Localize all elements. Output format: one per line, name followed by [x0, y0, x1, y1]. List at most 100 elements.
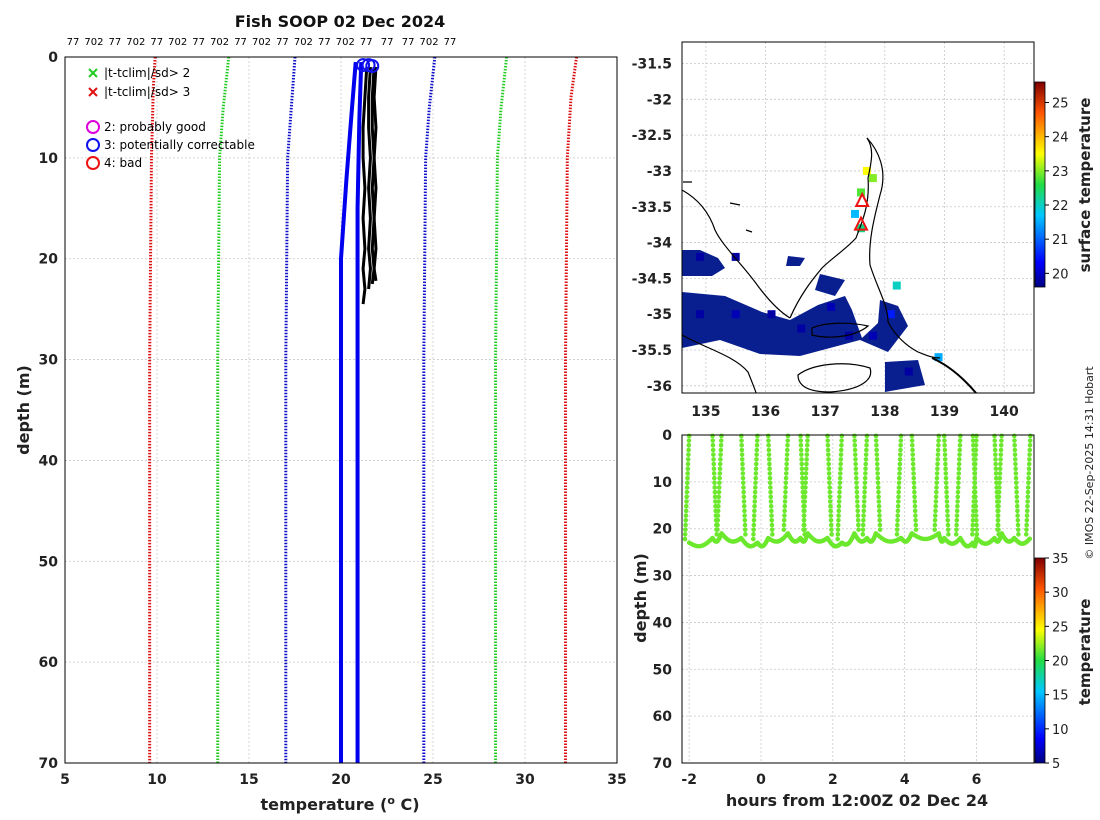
section-point	[973, 443, 979, 448]
section-point	[862, 494, 867, 500]
section-point	[837, 485, 843, 490]
section-point	[993, 457, 998, 462]
section-point	[855, 503, 860, 509]
section-point	[682, 536, 688, 542]
section-colorbar-tick-label: 25	[1052, 620, 1069, 635]
section-point	[836, 517, 841, 523]
top-code-label: 77	[360, 37, 373, 48]
section-point	[910, 461, 916, 467]
section-point	[754, 438, 760, 443]
section-point	[934, 471, 940, 476]
profile-series-line	[216, 56, 231, 763]
profile-series-line	[148, 56, 157, 763]
section-point	[995, 522, 1001, 528]
top-code-label: 77	[150, 37, 163, 48]
map-y-ticks: -31.5 -32 -32.5 -33 -33.5 -34 -34.5 -35 -35.5 -36	[632, 56, 673, 394]
section-point	[783, 471, 789, 476]
map-flag-markers	[853, 191, 870, 231]
profile-observed-line	[372, 66, 378, 282]
section-point	[997, 485, 1002, 490]
section-point	[839, 433, 845, 439]
section-point	[996, 508, 1001, 514]
section-point	[754, 457, 759, 462]
legend-label-2sd: |t-tclim|/sd> 2	[104, 66, 190, 80]
profile-y-tick-label: 60	[39, 655, 59, 671]
section-point	[683, 517, 689, 523]
section-point	[913, 513, 918, 518]
section-point	[804, 447, 810, 453]
section-colorbar-tick-label: 20	[1052, 655, 1069, 670]
section-point	[768, 494, 774, 500]
section-point	[741, 499, 747, 504]
section-y-tick-label: 0	[662, 428, 672, 444]
section-point	[836, 499, 842, 504]
section-point	[971, 494, 977, 500]
map-colorbar	[1034, 81, 1046, 288]
section-point	[998, 457, 1003, 462]
section-point	[897, 466, 902, 472]
section-point	[717, 471, 723, 476]
section-point	[875, 471, 880, 476]
section-point	[942, 457, 948, 462]
section-point	[739, 447, 745, 453]
section-point	[753, 471, 759, 476]
section-point	[954, 522, 959, 528]
map-flag-marker	[853, 215, 869, 231]
section-point	[802, 508, 807, 514]
section-point	[896, 499, 901, 504]
section-point	[1014, 485, 1019, 490]
section-point	[971, 508, 976, 514]
section-colorbar-tick-label: 30	[1052, 586, 1069, 601]
section-point	[932, 513, 938, 518]
section-point	[716, 489, 722, 495]
section-point	[956, 466, 962, 472]
section-point	[798, 443, 804, 448]
section-point	[1026, 471, 1032, 476]
section-colorbar-tick-label: 15	[1052, 689, 1069, 704]
section-point	[825, 447, 831, 453]
section-point	[684, 503, 689, 509]
section-point	[839, 438, 844, 443]
section-point	[974, 517, 979, 523]
section-point	[766, 452, 772, 457]
section-point	[767, 466, 772, 472]
section-point	[804, 457, 809, 462]
section-point	[769, 508, 774, 514]
section-point	[897, 452, 903, 457]
section-point	[954, 527, 959, 532]
top-code-label: 702	[168, 37, 187, 48]
section-point	[716, 503, 721, 509]
section-point	[1012, 438, 1017, 443]
section-point	[934, 480, 940, 486]
map-x-tick-label: 139	[930, 404, 959, 420]
section-point	[718, 452, 723, 457]
section-point	[839, 443, 844, 448]
section-point	[973, 438, 979, 443]
section-point	[828, 508, 833, 514]
section-point	[877, 513, 882, 518]
section-point	[932, 522, 938, 528]
legend-label-probably-good: 2: probably good	[104, 120, 206, 134]
section-point	[998, 452, 1004, 457]
section-point	[996, 503, 1001, 509]
section-point	[992, 433, 997, 439]
section-point	[740, 466, 745, 472]
section-point	[710, 438, 716, 443]
section-point	[826, 471, 832, 476]
section-point	[799, 466, 805, 472]
legend-label-3sd: |t-tclim|/sd> 3	[104, 85, 190, 99]
section-point	[739, 438, 744, 443]
section-point	[782, 499, 788, 504]
section-point	[685, 475, 690, 481]
profile-observed-line	[361, 66, 369, 305]
section-point	[769, 513, 774, 518]
section-point	[910, 457, 916, 462]
section-point	[1015, 508, 1020, 514]
section-point	[852, 447, 858, 453]
section-point	[1025, 489, 1031, 495]
section-point	[944, 489, 949, 495]
section-point	[801, 522, 807, 528]
section-point	[896, 480, 902, 486]
legend-ring-red-icon	[86, 156, 100, 170]
section-point	[1015, 517, 1021, 523]
